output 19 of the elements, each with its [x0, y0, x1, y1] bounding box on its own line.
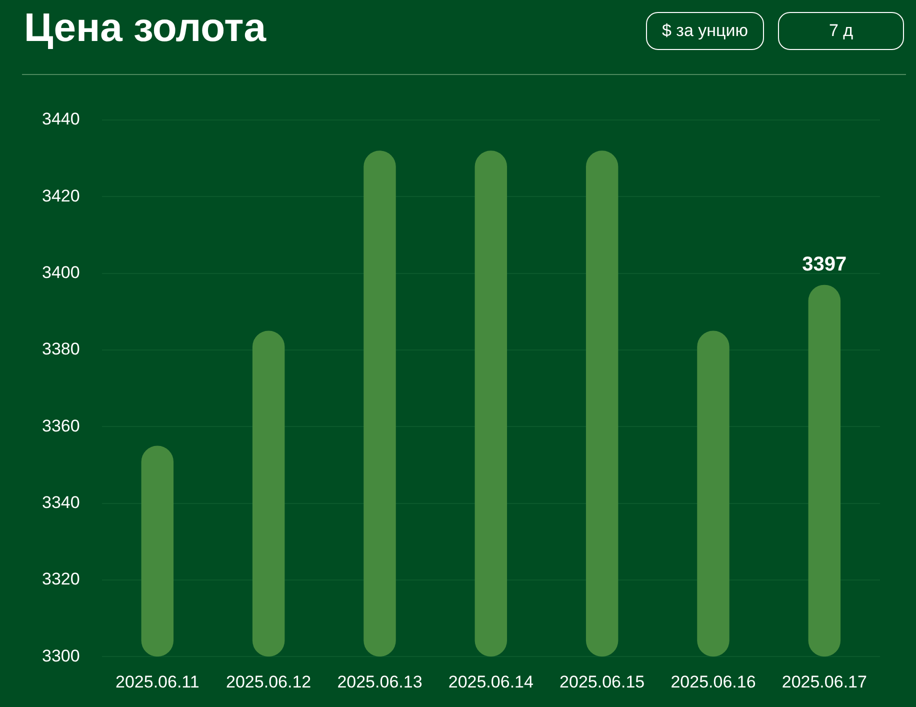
y-tick-label: 3360 — [42, 416, 80, 436]
chart-title: Цена золота — [24, 6, 266, 51]
x-tick-label: 2025.06.11 — [115, 672, 200, 692]
y-tick-label: 3300 — [42, 646, 80, 666]
x-tick-label: 2025.06.17 — [782, 672, 867, 692]
text: $ за унцию — [646, 12, 764, 50]
y-tick-label: 3400 — [42, 263, 80, 282]
x-tick-label: 2025.06.14 — [448, 672, 534, 692]
text: 7 д — [778, 12, 904, 50]
y-tick-label: 3320 — [42, 570, 80, 589]
x-tick-label: 2025.06.15 — [560, 672, 645, 692]
y-tick-label: 3440 — [42, 110, 80, 129]
y-tick-label: 3340 — [42, 492, 80, 512]
x-tick-label: 2025.06.12 — [226, 672, 312, 692]
x-tick-label: 2025.06.13 — [337, 672, 422, 692]
y-tick-label: 3380 — [42, 340, 80, 359]
x-tick-label: 2025.06.16 — [670, 672, 756, 692]
data-label: 3397 — [802, 253, 847, 276]
y-tick-label: 3420 — [42, 186, 80, 206]
